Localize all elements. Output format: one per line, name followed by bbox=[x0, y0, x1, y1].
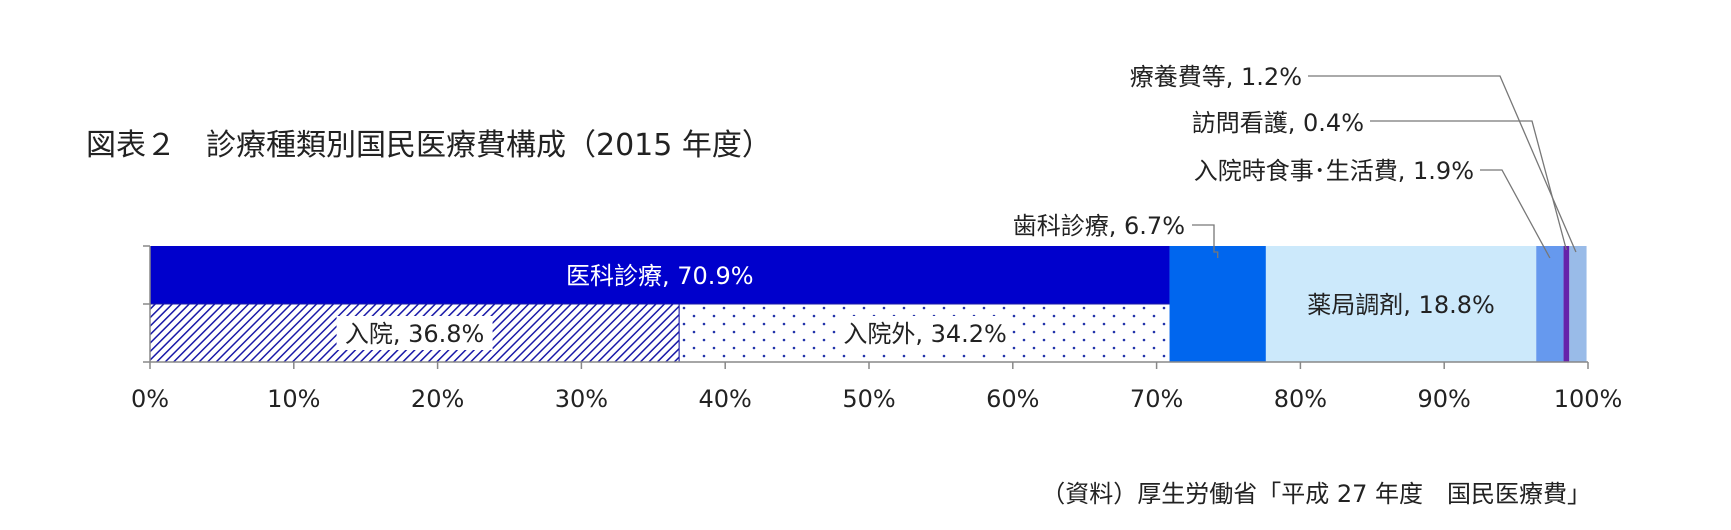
bar-segment-homon bbox=[1563, 246, 1570, 362]
leader-line-nyuin-shokuji bbox=[1480, 169, 1551, 259]
leader-line-ryoyo bbox=[1308, 75, 1577, 253]
x-tick-label-6: 60% bbox=[986, 385, 1039, 413]
x-tick-label-7: 70% bbox=[1130, 385, 1183, 413]
sub-label-bg-nyuin bbox=[336, 316, 493, 350]
x-tick-label-9: 90% bbox=[1418, 385, 1471, 413]
bar-segment-ryoyo bbox=[1569, 246, 1587, 362]
callout-labels: 歯科診療, 6.7% 入院時食事･生活費, 1.9% 訪問看護, 0.4% 療養費等,… bbox=[1013, 63, 1577, 259]
x-tick-label-8: 80% bbox=[1274, 385, 1327, 413]
x-tick-label-0: 0% bbox=[131, 385, 169, 413]
x-tick-label-1: 10% bbox=[267, 385, 320, 413]
segment-label-ika: 医科診療, 70.9% bbox=[566, 262, 754, 290]
sub-label-bg-nyuingai bbox=[839, 316, 1012, 350]
bar-segments bbox=[149, 246, 1587, 363]
callout-label-homon: 訪問看護, 0.4% bbox=[1192, 109, 1364, 137]
x-tick-label-10: 100% bbox=[1554, 385, 1623, 413]
x-tick-label-3: 30% bbox=[555, 385, 608, 413]
x-tick-label-2: 20% bbox=[411, 385, 464, 413]
bar-segment-yakkyoku bbox=[1265, 246, 1537, 362]
x-axis: 0% 10% 20% 30% 40% 50% 60% 70% 80% 90% 100% bbox=[131, 245, 1623, 413]
segment-labels: 入院, 36.8% 入院外, 34.2% 医科診療, 70.9% 薬局調剤, 18.8… bbox=[336, 262, 1495, 350]
segment-label-yakkyoku: 薬局調剤, 18.8% bbox=[1307, 291, 1495, 319]
callout-label-ryoyo: 療養費等, 1.2% bbox=[1130, 63, 1302, 91]
bar-segment-nyuin-shokuji bbox=[1536, 246, 1564, 362]
source-note: （資料）厚生労働省「平成 27 年度 国民医療費」 bbox=[1041, 480, 1591, 508]
sub-label-nyuingai: 入院外, 34.2% bbox=[843, 320, 1007, 348]
callout-label-nyuin-shokuji: 入院時食事･生活費, 1.9% bbox=[1194, 157, 1474, 185]
x-tick-label-5: 50% bbox=[842, 385, 895, 413]
bar-segment-shika bbox=[1169, 246, 1266, 362]
sub-label-nyuin: 入院, 36.8% bbox=[345, 320, 485, 348]
bar-segment-ika bbox=[150, 246, 1170, 304]
callout-label-shika: 歯科診療, 6.7% bbox=[1013, 212, 1185, 240]
chart-title: 図表２ 診療種類別国民医療費構成（2015 年度） bbox=[86, 128, 772, 163]
x-tick-label-4: 40% bbox=[699, 385, 752, 413]
leader-line-homon bbox=[1370, 120, 1568, 251]
leader-line-shika bbox=[1192, 224, 1219, 258]
